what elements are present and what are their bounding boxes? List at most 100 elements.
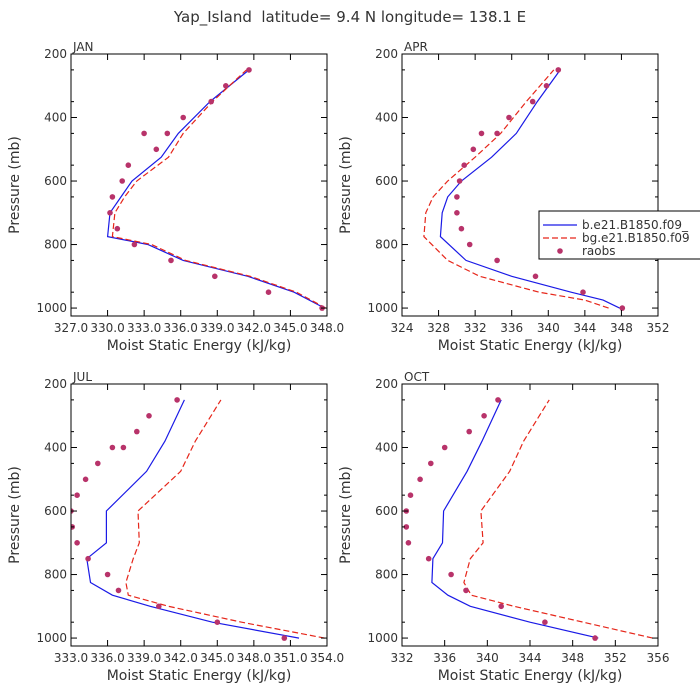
raobs-point: [281, 635, 288, 641]
y-tick-label: 200: [375, 377, 398, 391]
legend-swatch-raobs: [557, 248, 563, 254]
x-tick-label: 345.0: [200, 651, 234, 665]
x-tick-label: 328: [427, 321, 450, 335]
plot-frame: [401, 383, 659, 647]
y-tick-label: 1000: [36, 301, 67, 315]
raobs-point: [74, 492, 80, 499]
x-tick-label: 351.0: [273, 651, 307, 665]
x-tick-label: 340: [537, 321, 560, 335]
raobs-point: [119, 178, 125, 184]
x-tick-label: 336.0: [164, 321, 198, 335]
raobs-point: [529, 98, 536, 105]
figure-title: Yap_Island latitude= 9.4 N longitude= 13…: [173, 8, 526, 27]
x-tick-label: 333.0: [127, 321, 161, 335]
x-tick-label: 332: [464, 321, 487, 335]
y-axis-title: Pressure (mb): [338, 466, 354, 564]
raobs-point: [134, 428, 140, 435]
y-tick-label: 1000: [367, 631, 398, 645]
raobs-point: [478, 130, 485, 137]
raobs-point: [466, 428, 473, 435]
raobs-point: [417, 476, 423, 483]
y-tick-label: 600: [375, 504, 398, 518]
model-b-line: [439, 69, 620, 309]
raobs-point: [466, 241, 473, 248]
legend: b.e21.B1850.f09_ bg.e21.B1850.f09 raobs: [538, 210, 700, 260]
y-tick-label: 1000: [367, 301, 398, 315]
x-axis-title: Moist Static Energy (kJ/kg): [438, 668, 623, 684]
raobs-point: [125, 162, 132, 168]
raobs-point: [470, 146, 477, 153]
raobs-point: [495, 397, 501, 403]
model-bg-line: [111, 69, 327, 309]
panel-apr: APR 200 400 600 800 1000 324 328 332 336 340 344 348…: [338, 40, 669, 354]
raobs-point: [454, 210, 460, 216]
x-tick-label: 327.0: [54, 321, 88, 335]
raobs-point: [82, 476, 89, 483]
y-tick-label: 400: [375, 111, 398, 125]
raobs-point: [580, 289, 586, 296]
raobs-point: [448, 571, 454, 578]
raobs-point: [141, 130, 147, 137]
raobs-point: [405, 540, 412, 546]
x-tick-label: 336: [433, 651, 456, 665]
raobs-point: [619, 305, 626, 311]
raobs-point: [543, 83, 550, 89]
x-tick-label: 339.0: [127, 651, 161, 665]
x-tick-label: 342.0: [164, 651, 198, 665]
raobs-point: [458, 225, 465, 232]
raobs-point: [109, 194, 116, 200]
x-tick-label: 352: [604, 651, 627, 665]
raobs-point: [428, 460, 434, 467]
y-tick-label: 400: [44, 441, 67, 455]
panel-label: JUL: [72, 370, 92, 384]
x-tick-label: 345.0: [273, 321, 307, 335]
raobs-point: [461, 162, 468, 168]
raobs-point: [506, 114, 512, 121]
plot-frame: [401, 53, 659, 317]
plot-frame: [70, 383, 328, 647]
model-bg-line: [125, 399, 325, 639]
x-tick-label: 332: [391, 651, 414, 665]
raobs-point: [156, 603, 162, 610]
raobs-point: [85, 555, 91, 562]
raobs-point: [542, 619, 548, 625]
raobs-point: [208, 98, 214, 105]
x-tick-label: 344: [519, 651, 542, 665]
x-tick-label: 324: [391, 321, 414, 335]
raobs-point: [120, 444, 127, 451]
raobs-point: [131, 241, 138, 248]
raobs-point: [180, 114, 186, 121]
raobs-point: [246, 67, 252, 73]
raobs-point: [592, 635, 598, 641]
y-axis-title: Pressure (mb): [7, 466, 23, 564]
raobs-point: [115, 587, 122, 594]
raobs-point: [109, 444, 116, 451]
x-tick-label: 348.0: [237, 651, 271, 665]
legend-label-model-bg: bg.e21.B1850.f09: [582, 231, 690, 245]
raobs-point: [454, 194, 460, 200]
raobs-point: [104, 571, 111, 578]
raobs-point: [494, 130, 500, 137]
x-tick-label: 330.0: [90, 321, 124, 335]
panel-oct: OCT 200 400 600 800 1000 332 336 340 344 348 352 356…: [338, 370, 669, 684]
panel-label: JAN: [72, 40, 94, 54]
raobs-point: [494, 257, 500, 264]
raobs-point: [498, 603, 505, 610]
raobs-point: [212, 273, 218, 280]
model-bg-line: [463, 399, 653, 639]
y-tick-label: 200: [44, 377, 67, 391]
raobs-point: [425, 555, 432, 562]
y-tick-label: 400: [44, 111, 67, 125]
raobs-point: [223, 83, 229, 89]
legend-label-model-b: b.e21.B1850.f09_: [582, 218, 689, 232]
raobs-point: [168, 257, 174, 264]
x-tick-label: 354.0: [310, 651, 344, 665]
x-axis-title: Moist Static Energy (kJ/kg): [107, 668, 292, 684]
x-tick-label: 348: [561, 651, 584, 665]
y-tick-label: 800: [375, 238, 398, 252]
y-tick-label: 600: [44, 174, 67, 188]
x-tick-label: 340: [476, 651, 499, 665]
